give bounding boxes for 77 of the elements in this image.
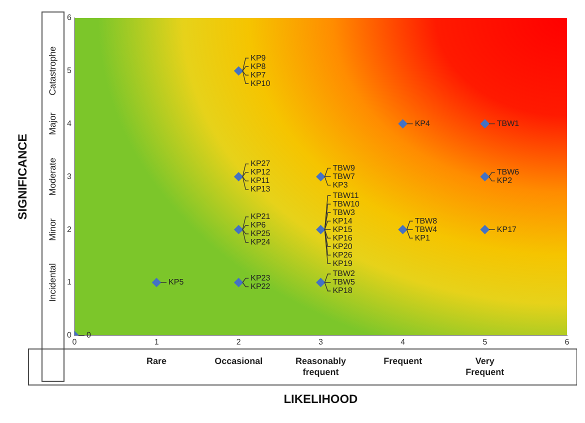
text: Very Frequent — [466, 356, 504, 377]
y-tick-label: 1 — [66, 278, 72, 287]
text: Occasional — [214, 356, 263, 366]
annotation: TBW4 — [414, 224, 438, 234]
annotation: KP26 — [332, 250, 353, 260]
annotation: KP21 — [250, 212, 271, 222]
point — [234, 278, 244, 287]
point — [480, 119, 490, 128]
text: Reasonably frequent — [295, 356, 346, 377]
annotation: KP11 — [250, 176, 270, 186]
y-tick-label: 3 — [66, 172, 72, 181]
y-tick-label: 0 — [66, 330, 72, 340]
text: Major — [47, 112, 58, 136]
x-tick-label: 4 — [400, 337, 406, 346]
annotation: KP24 — [250, 238, 271, 247]
x-tick-label: 2 — [236, 337, 242, 346]
x-tick-label: 3 — [318, 337, 324, 346]
annotation: KP15 — [332, 224, 353, 234]
annotation: KP16 — [332, 233, 353, 242]
x-tick-label: 5 — [482, 337, 488, 346]
point — [398, 225, 408, 234]
annotation: KP8 — [250, 62, 266, 71]
annotation: KP12 — [250, 168, 271, 177]
annotation: KP10 — [250, 78, 271, 88]
annotation: KP7 — [250, 70, 266, 80]
point — [316, 278, 326, 287]
annotation: KP27 — [250, 159, 271, 168]
text: Minor — [47, 218, 58, 241]
annotation: TBW1 — [496, 119, 520, 128]
annotation: KP25 — [250, 229, 271, 238]
point — [316, 225, 326, 234]
annotation: TBW9 — [332, 163, 356, 172]
text: Moderate — [47, 158, 58, 196]
annotation: KP20 — [332, 242, 353, 251]
text: Rare — [146, 356, 167, 366]
y-tick-label: 2 — [66, 224, 72, 234]
y-axis-title: SIGNIFICANCE — [16, 134, 30, 220]
annotation: TBW5 — [332, 278, 356, 287]
y-tick-label: 4 — [66, 119, 72, 128]
annotation: KP23 — [250, 273, 271, 282]
x-tick-label: 1 — [154, 337, 160, 346]
x-tick-label: 6 — [564, 337, 570, 346]
annotation: KP2 — [496, 176, 513, 186]
annotation: TBW11 — [332, 190, 360, 200]
annotation: KP9 — [250, 53, 266, 62]
text: Catastrophe — [47, 46, 58, 96]
annotation: 0 — [86, 330, 92, 340]
point — [398, 119, 408, 128]
x-axis-title: LIKELIHOOD — [284, 392, 358, 406]
annotation: KP17 — [496, 224, 518, 234]
annotation: KP4 — [414, 119, 430, 128]
annotation: KP5 — [168, 278, 184, 287]
text: Incidental — [47, 263, 58, 302]
annotation: KP13 — [250, 184, 271, 194]
annotation: KP14 — [332, 216, 353, 226]
text: Frequent — [384, 356, 422, 366]
annotation: TBW8 — [414, 216, 438, 226]
annotation: KP18 — [332, 286, 353, 296]
point — [480, 225, 490, 234]
point — [234, 66, 244, 76]
annotation: KP6 — [250, 220, 266, 230]
point — [316, 172, 326, 182]
point — [234, 225, 244, 234]
annotation: TBW7 — [332, 172, 356, 181]
annotation: KP19 — [332, 258, 353, 268]
annotation: KP3 — [332, 180, 348, 190]
point — [480, 172, 490, 182]
point — [152, 278, 162, 287]
annotation: TBW2 — [332, 269, 356, 278]
point — [234, 172, 244, 182]
annotation: TBW6 — [496, 168, 520, 177]
annotation: TBW3 — [332, 208, 356, 217]
annotation: TBW10 — [332, 199, 360, 208]
y-tick-label: 5 — [66, 66, 72, 76]
y-tick-label: 6 — [66, 13, 72, 22]
annotation: KP1 — [414, 233, 430, 242]
annotation: KP22 — [250, 282, 271, 291]
